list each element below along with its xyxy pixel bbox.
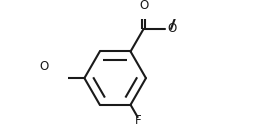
Text: O: O	[168, 22, 177, 35]
Text: O: O	[139, 0, 148, 12]
Text: F: F	[135, 114, 141, 127]
Text: O: O	[39, 60, 49, 73]
